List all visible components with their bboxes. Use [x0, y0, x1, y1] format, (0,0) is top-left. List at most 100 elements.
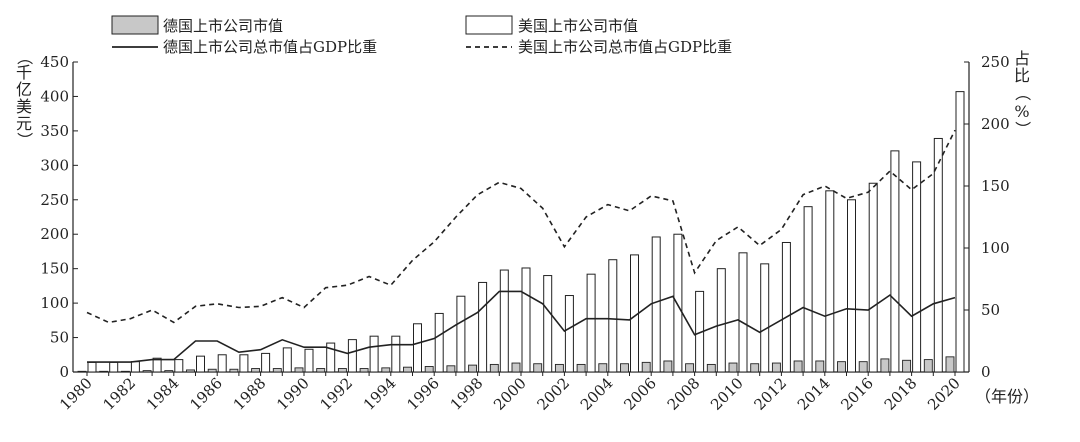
y-left-tick-label: 400 [40, 87, 69, 105]
x-tick-label: 1992 [316, 374, 356, 414]
y-right-tick-label: 150 [981, 177, 1010, 195]
bar-germany-1995 [403, 366, 412, 373]
bar-germany-2014 [815, 360, 825, 373]
y-right-title-char: 占 [1014, 49, 1030, 68]
bar-usa-2010 [738, 252, 748, 373]
y-left-title-char: 千 [16, 63, 32, 82]
bar-germany-2008 [685, 363, 695, 373]
bar-germany-2005 [620, 363, 629, 373]
y-right-tick-label: 50 [981, 301, 1000, 319]
bar-usa-2000 [521, 267, 531, 373]
y-left-tick-label: 250 [40, 191, 69, 209]
bar-germany-1987 [229, 368, 239, 373]
lines [86, 129, 956, 363]
x-tick-label: 1998 [447, 374, 487, 414]
bar-usa-2015 [847, 199, 856, 373]
legend-label-usa-bar: 美国上市公司市值 [518, 17, 638, 35]
bar-germany-1994 [381, 367, 391, 373]
bar-usa-2009 [716, 268, 726, 373]
y-left-title-char: 美 [16, 97, 32, 116]
bar-usa-2019 [933, 137, 943, 373]
x-tick-label: 2006 [620, 374, 660, 414]
y-right-title-char: ） [1013, 121, 1032, 137]
bar-germany-2003 [576, 363, 586, 373]
line-usa-gdp-ratio [86, 129, 956, 324]
x-tick-label: 1994 [360, 374, 400, 414]
bar-usa-2004 [608, 259, 618, 373]
y-right-title-char: % [1014, 102, 1029, 121]
x-tick-label: 1984 [143, 374, 183, 414]
bar-usa-1980 [87, 361, 97, 373]
x-tick-label: 2016 [837, 374, 877, 414]
bar-usa-2016 [868, 182, 878, 373]
bar-usa-1990 [304, 348, 314, 373]
bar-usa-1999 [499, 269, 509, 373]
x-tick-label: 1982 [99, 374, 139, 414]
bar-germany-2020 [945, 356, 955, 373]
bar-germany-1993 [359, 368, 369, 373]
bar-germany-1983 [142, 370, 152, 373]
bar-usa-1994 [391, 335, 401, 373]
legend-swatch-germany-bar [111, 15, 159, 35]
bar-usa-2012 [781, 241, 791, 373]
y-left-tick-label: 300 [40, 156, 69, 174]
bar-germany-1982 [120, 370, 130, 373]
bar-usa-2011 [760, 263, 770, 373]
bar-usa-2002 [564, 295, 574, 373]
bar-germany-2007 [663, 360, 673, 373]
bar-usa-1989 [282, 347, 292, 373]
y-right-title-char: 比 [1014, 66, 1030, 85]
bar-germany-2016 [858, 361, 868, 373]
y-left-tick-label: 150 [40, 260, 69, 278]
bar-germany-1984 [164, 370, 174, 373]
y-right-tick-label: 250 [981, 53, 1010, 71]
bar-usa-1996 [434, 312, 444, 373]
y-right-title-char: （ [1013, 85, 1032, 101]
bar-usa-1988 [261, 352, 271, 373]
bar-usa-1982 [130, 361, 140, 373]
bar-usa-1991 [326, 342, 336, 373]
bar-germany-1990 [294, 367, 304, 373]
bar-germany-1988 [251, 368, 261, 373]
legend-label-usa-line: 美国上市公司总市值占GDP比重 [518, 38, 732, 56]
bar-usa-2020 [955, 91, 965, 373]
bar-usa-2007 [673, 233, 683, 373]
bar-germany-2018 [902, 359, 912, 373]
bar-usa-2006 [651, 236, 661, 373]
bar-germany-2015 [837, 361, 846, 373]
bar-germany-2011 [750, 363, 760, 373]
x-tick-label: 2012 [750, 374, 790, 414]
x-tick-label: 1988 [230, 374, 270, 414]
bar-usa-1985 [196, 355, 205, 373]
bar-germany-1985 [186, 369, 195, 373]
y-left-tick-label: 0 [59, 363, 69, 381]
bar-usa-1986 [217, 354, 227, 373]
y-left-tick-label: 200 [40, 225, 69, 243]
bar-germany-1998 [468, 364, 478, 373]
bar-germany-2006 [641, 361, 651, 373]
bar-germany-1986 [207, 368, 217, 373]
y-left-title-char: 亿 [16, 80, 32, 99]
y-right-tick-label: 200 [981, 115, 1010, 133]
x-tick-label: 1986 [186, 374, 226, 414]
bar-usa-2018 [912, 161, 922, 373]
bar-usa-1997 [456, 295, 466, 373]
bar-germany-2000 [511, 362, 521, 373]
y-left-title-char: ） [15, 132, 34, 148]
x-tick-label: 2004 [577, 374, 617, 414]
bar-usa-2001 [543, 275, 553, 373]
y-left-title-char: 元 [16, 114, 32, 133]
bar-germany-2001 [533, 363, 543, 373]
bar-usa-2014 [825, 190, 835, 373]
legend-swatch-usa-bar [465, 15, 513, 35]
bar-germany-2004 [598, 363, 608, 373]
bar-usa-1981 [109, 361, 119, 373]
bar-germany-1980 [77, 370, 87, 373]
bar-germany-2009 [706, 363, 716, 373]
bar-germany-2002 [554, 363, 564, 373]
bar-germany-2012 [771, 362, 781, 373]
bar-germany-1999 [489, 363, 499, 373]
y-left-tick-label: 100 [40, 294, 69, 312]
